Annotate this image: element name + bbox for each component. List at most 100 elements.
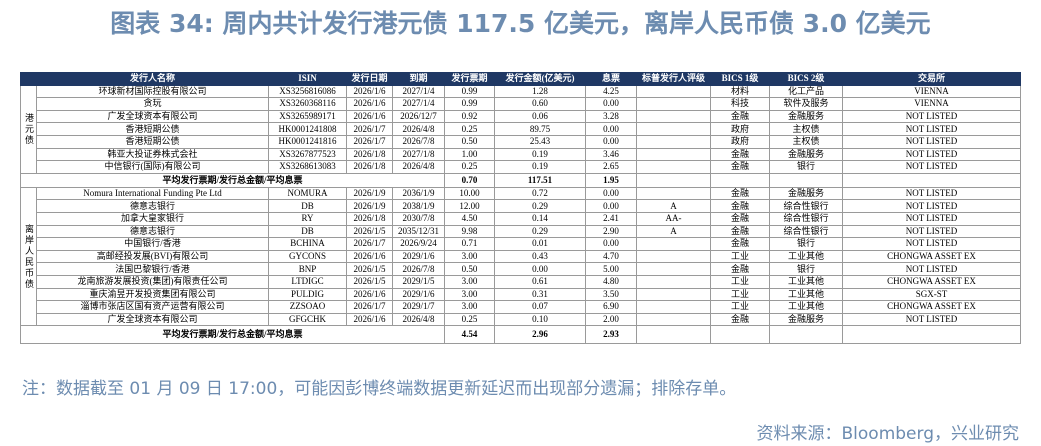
cell: 2029/1/5 — [392, 274, 445, 289]
cell: 2026/1/6 — [346, 249, 393, 264]
data-row: 重庆渝昱开发投资集团有限公司 PULDIG 2026/1/6 2029/1/6 3.00… — [21, 287, 1021, 302]
cell: NOT LISTED — [842, 237, 1021, 251]
cell: 2035/12/31 — [392, 224, 445, 239]
cell: 3.46 — [585, 147, 637, 162]
cell: BNP — [268, 262, 347, 276]
cell: 2038/1/9 — [392, 199, 445, 213]
cell: 金融服务 — [769, 312, 843, 327]
cell: 工业其他 — [769, 287, 843, 302]
cell: 2026/4/8 — [392, 312, 445, 327]
cell: 重庆渝昱开发投资集团有限公司 — [36, 287, 269, 302]
header-cell: 到期 — [392, 72, 445, 86]
cell: 金融服务 — [769, 109, 843, 124]
cell: RY — [268, 211, 347, 226]
cell: NOT LISTED — [842, 122, 1021, 136]
cell: Nomura International Funding Pte Ltd — [36, 186, 269, 201]
header-cell: BICS 1级 — [710, 72, 770, 86]
cell — [636, 147, 711, 162]
cell — [636, 287, 711, 302]
cell: 3.28 — [585, 109, 637, 124]
cell: 韩亚大投证券株式会社 — [36, 147, 269, 162]
data-row: 高邮经投发展(BVI)有限公司 GYCONS 2026/1/6 2029/1/6 3.0… — [21, 249, 1021, 264]
cell: 2026/1/5 — [346, 262, 393, 276]
cell: 2026/1/7 — [346, 134, 393, 149]
data-row: 法国巴黎银行/香港 BNP 2026/1/5 2026/7/8 0.50 0.00 5.00… — [21, 262, 1021, 276]
cell: NOT LISTED — [842, 312, 1021, 327]
cell — [636, 249, 711, 264]
cell: NOT LISTED — [842, 147, 1021, 162]
cell — [636, 186, 711, 201]
cell: 0.06 — [494, 109, 586, 124]
cell: 工业 — [710, 274, 770, 289]
data-row: 广发全球资本有限公司 GFGCHK 2026/1/6 2026/4/8 0.25 0.10… — [21, 312, 1021, 327]
cell: 工业 — [710, 287, 770, 302]
cell: NOT LISTED — [842, 134, 1021, 149]
summary-row: 平均发行票期/发行总金额/平均息票 0.70 117.51 1.95 — [20, 172, 1021, 188]
cell — [710, 325, 770, 345]
bond-table: 发行人名称 ISIN 发行日期 到期 发行票期 发行金额(亿美元) 息票 标普发行人评级 BIC… — [20, 72, 1021, 345]
summary-label: 平均发行票期/发行总金额/平均息票 — [20, 325, 445, 345]
cell: 工业其他 — [769, 274, 843, 289]
summary-label: 平均发行票期/发行总金额/平均息票 — [20, 172, 445, 188]
cell: 0.43 — [494, 249, 586, 264]
cell: 金融 — [710, 262, 770, 276]
cell — [636, 325, 711, 345]
cell: 银行 — [769, 262, 843, 276]
cell: 1.28 — [494, 84, 586, 99]
cell: 0.25 — [444, 312, 495, 327]
cell: 2036/1/9 — [392, 186, 445, 201]
cell — [636, 134, 711, 149]
cell — [710, 172, 770, 188]
cell: 25.43 — [494, 134, 586, 149]
cell — [636, 274, 711, 289]
cell: A — [636, 199, 711, 213]
cell — [636, 172, 711, 188]
cell — [636, 160, 711, 174]
cell: 2027/1/4 — [392, 84, 445, 99]
cell: 2026/1/6 — [346, 109, 393, 124]
cell: 2026/1/6 — [346, 312, 393, 327]
data-row: 德意志银行 DB 2026/1/5 2035/12/31 9.98 0.29 2.90 A 金融… — [21, 224, 1021, 239]
cell: 0.07 — [494, 300, 586, 314]
data-row: 韩亚大投证券株式会社 XS3267877523 2026/1/8 2027/1/8 1.… — [21, 147, 1021, 162]
cell: 金融服务 — [769, 186, 843, 201]
cell: 金融服务 — [769, 147, 843, 162]
summary-value: 1.95 — [585, 172, 637, 188]
cell: DB — [268, 199, 347, 213]
cell: 金融 — [710, 211, 770, 226]
summary-value: 117.51 — [494, 172, 586, 188]
header-cell: BICS 2级 — [769, 72, 843, 86]
cell: 2026/1/5 — [346, 224, 393, 239]
cell: CHONGWA ASSET EX — [842, 300, 1021, 314]
cell: 2026/1/7 — [346, 122, 393, 136]
header-cell: ISIN — [268, 72, 347, 86]
cell: 2027/1/4 — [392, 97, 445, 111]
cell: GFGCHK — [268, 312, 347, 327]
cell: 龙南旅游发展投资(集团)有限责任公司 — [36, 274, 269, 289]
cell — [842, 172, 1021, 188]
cell — [842, 325, 1021, 345]
cell: 3.00 — [444, 249, 495, 264]
cell: 4.25 — [585, 84, 637, 99]
cell: 0.50 — [444, 262, 495, 276]
cell: 0.25 — [444, 160, 495, 174]
cell: NOT LISTED — [842, 199, 1021, 213]
cell: LTDIGC — [268, 274, 347, 289]
cell: NOT LISTED — [842, 224, 1021, 239]
cell: 德意志银行 — [36, 199, 269, 213]
cell: 2026/1/6 — [346, 287, 393, 302]
note: 注：数据截至 01 月 09 日 17:00，可能因彭博终端数据更新延迟而出现部… — [22, 379, 737, 399]
cell — [636, 97, 711, 111]
data-row: 龙南旅游发展投资(集团)有限责任公司 LTDIGC 2026/1/5 2029/1/5… — [21, 274, 1021, 289]
cell: 0.00 — [494, 262, 586, 276]
cell: 2029/1/7 — [392, 300, 445, 314]
cell: 高邮经投发展(BVI)有限公司 — [36, 249, 269, 264]
cell: 中国银行/香港 — [36, 237, 269, 251]
cell: 环球新材国际控股有限公司 — [36, 84, 269, 99]
cell: 香港短期公债 — [36, 122, 269, 136]
cell: 2029/1/6 — [392, 287, 445, 302]
group-label: 港元债 — [20, 84, 37, 174]
cell: 广发全球资本有限公司 — [36, 312, 269, 327]
cell: 89.75 — [494, 122, 586, 136]
cell: 软件及服务 — [769, 97, 843, 111]
